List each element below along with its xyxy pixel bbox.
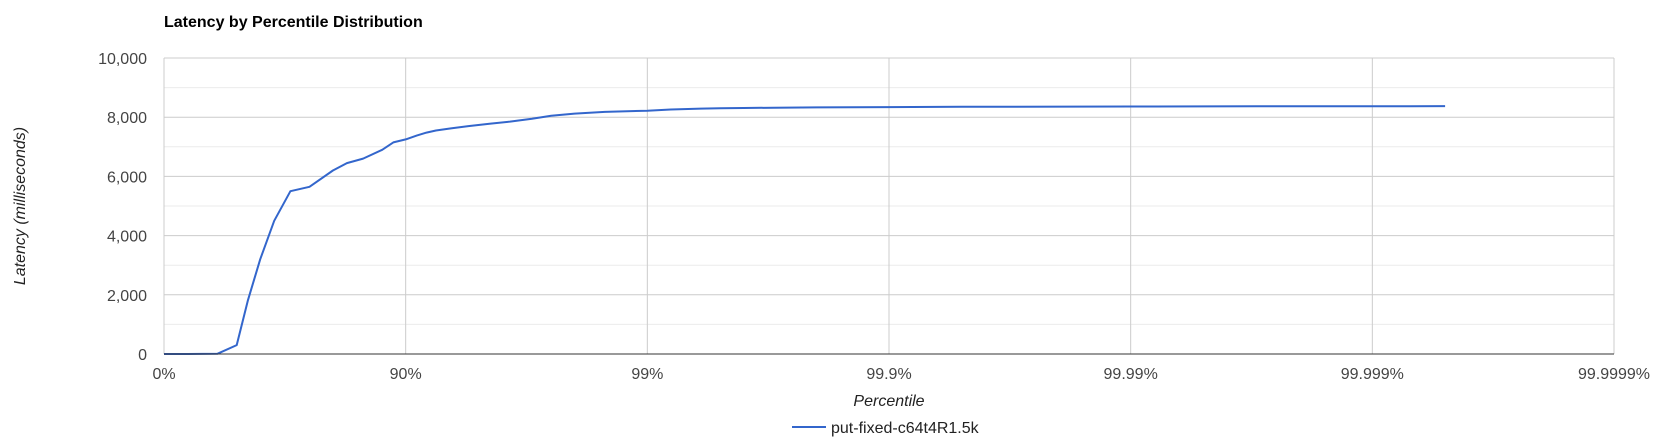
series-layer bbox=[164, 105, 1446, 355]
y-tick-label: 10,000 bbox=[98, 51, 147, 68]
x-axis-title: Percentile bbox=[853, 393, 924, 410]
y-tick-label: 4,000 bbox=[107, 229, 147, 246]
legend-label[interactable]: put-fixed-c64t4R1.5k bbox=[831, 420, 980, 437]
x-tick-label: 99.9% bbox=[866, 366, 911, 383]
x-tick-label: 99.999% bbox=[1341, 366, 1404, 383]
x-tick-label: 99% bbox=[631, 366, 663, 383]
y-tick-label: 0 bbox=[138, 347, 147, 364]
chart-title: Latency by Percentile Distribution bbox=[164, 14, 423, 31]
y-tick-label: 2,000 bbox=[107, 288, 147, 305]
x-tick-label: 99.99% bbox=[1104, 366, 1158, 383]
grid-lines bbox=[163, 57, 1615, 354]
x-tick-label: 99.9999% bbox=[1578, 366, 1650, 383]
x-tick-label: 0% bbox=[152, 366, 175, 383]
tick-labels: 0 2,000 4,000 6,000 8,000 10,000 0% 90% 99% 99.9%… bbox=[98, 51, 1650, 383]
y-tick-label: 8,000 bbox=[107, 110, 147, 127]
series-line bbox=[164, 105, 1446, 355]
x-tick-label: 90% bbox=[390, 366, 422, 383]
y-axis-title: Latency (milliseconds) bbox=[12, 127, 29, 285]
y-tick-label: 6,000 bbox=[107, 169, 147, 186]
legend[interactable]: put-fixed-c64t4R1.5k bbox=[792, 420, 980, 437]
